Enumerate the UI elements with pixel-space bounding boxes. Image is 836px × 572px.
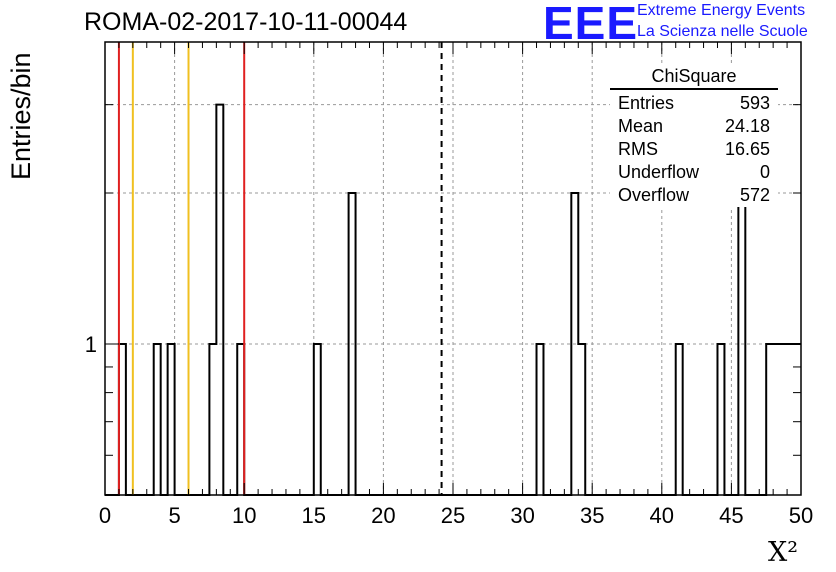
- stats-row-rms: RMS 16.65: [610, 138, 778, 161]
- x-tick-label: 35: [580, 503, 604, 528]
- stats-label: Overflow: [618, 185, 690, 205]
- x-tick-label: 15: [302, 503, 326, 528]
- stats-row-mean: Mean 24.18: [610, 115, 778, 138]
- stats-value: 572: [739, 185, 770, 205]
- x-tick-label: 50: [789, 503, 813, 528]
- stats-box-title: ChiSquare: [610, 66, 778, 90]
- histogram-bin: [578, 344, 585, 495]
- histogram-bin: [537, 344, 544, 495]
- x-tick-label: 45: [719, 503, 743, 528]
- stats-row-entries: Entries 593: [610, 92, 778, 115]
- histogram-bin: [780, 344, 787, 495]
- histogram-bin: [237, 344, 244, 495]
- logo-subtitle-line1: Extreme Energy Events: [637, 2, 806, 19]
- stats-label: Mean: [618, 116, 664, 136]
- x-axis-label: X²: [768, 537, 799, 568]
- stats-value: 593: [739, 93, 770, 113]
- histogram-bin: [773, 344, 780, 495]
- histogram-bin: [168, 344, 175, 495]
- stats-row-overflow: Overflow 572: [610, 184, 778, 207]
- stats-box: ChiSquare Entries 593 Mean 24.18 RMS 16.65 …: [610, 66, 778, 207]
- stats-value: 16.65: [724, 139, 770, 159]
- chart-title: ROMA-02-2017-10-11-00044: [84, 8, 408, 36]
- histogram-bin: [154, 344, 161, 495]
- logo-subtitle-line2: La Scienza nelle Scuole: [637, 23, 808, 40]
- stats-label: RMS: [618, 139, 658, 159]
- stats-label: Underflow: [618, 162, 700, 182]
- eee-logo: EEE: [543, 0, 639, 49]
- x-tick-label: 40: [650, 503, 674, 528]
- histogram-bin: [119, 344, 126, 495]
- x-tick-label: 5: [168, 503, 180, 528]
- histogram-bin: [216, 105, 223, 495]
- histogram-bin: [787, 344, 794, 495]
- x-tick-label: 25: [441, 503, 465, 528]
- x-tick-label: 30: [510, 503, 534, 528]
- stats-row-underflow: Underflow 0: [610, 161, 778, 184]
- x-tick-label: 20: [371, 503, 395, 528]
- stats-label: Entries: [618, 93, 675, 113]
- histogram-bin: [766, 344, 773, 495]
- x-tick-label: 10: [232, 503, 256, 528]
- histogram-bin: [209, 344, 216, 495]
- stats-value: 24.18: [724, 116, 770, 136]
- stats-value: 0: [759, 162, 770, 182]
- x-tick-label: 0: [99, 503, 111, 528]
- histogram-bin: [314, 344, 321, 495]
- histogram-bin: [676, 344, 683, 495]
- histogram-bin: [717, 344, 724, 495]
- y-tick-label: 1: [85, 332, 97, 357]
